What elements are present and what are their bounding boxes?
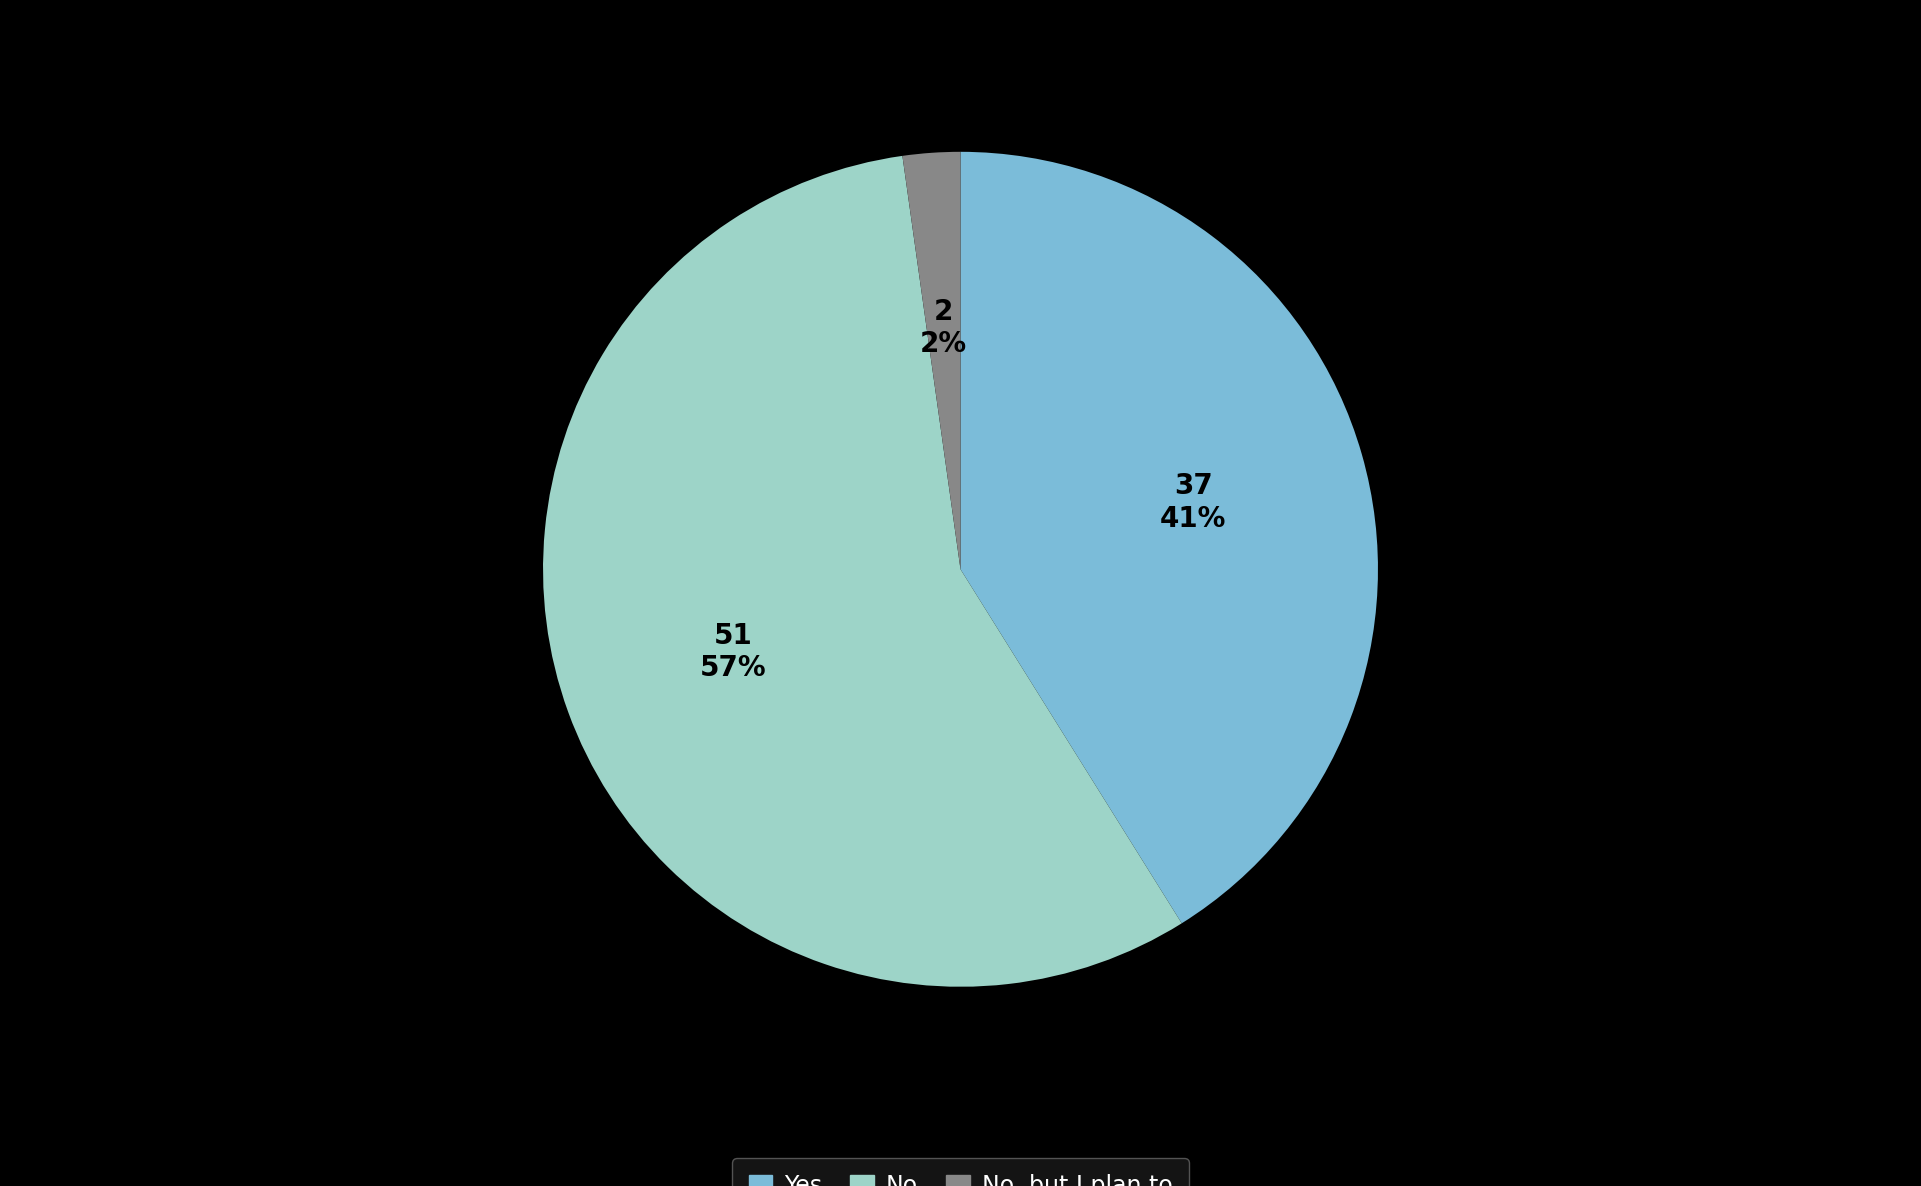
Text: 2
2%: 2 2% [920,298,966,358]
Wedge shape [960,152,1377,924]
Wedge shape [903,152,960,569]
Text: 37
41%: 37 41% [1160,472,1226,533]
Legend: Yes, No, No, but I plan to: Yes, No, No, but I plan to [732,1158,1189,1186]
Text: 51
57%: 51 57% [699,621,766,682]
Wedge shape [544,155,1181,987]
